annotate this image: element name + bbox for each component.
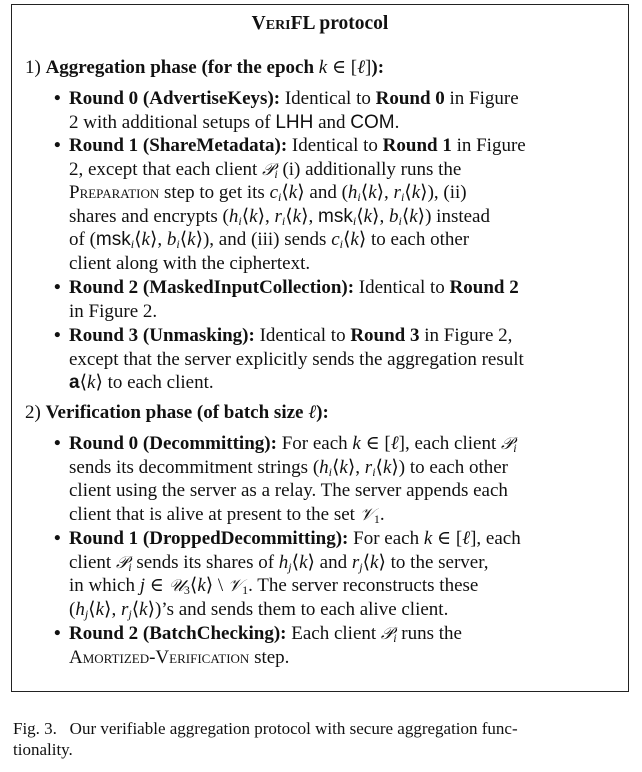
bullet-icon: • bbox=[54, 88, 61, 109]
protocol-title: VeriFL protocol bbox=[251, 13, 389, 34]
list-item: • Round 1 (ShareMetadata): Identical to … bbox=[54, 135, 526, 274]
bullet-icon: • bbox=[54, 277, 61, 298]
bullet-icon: • bbox=[54, 623, 61, 644]
bullet-icon: • bbox=[54, 433, 61, 454]
bullet-icon: • bbox=[54, 528, 61, 549]
list-item: • Round 2 (MaskedInputCollection): Ident… bbox=[54, 277, 519, 322]
protocol-box: VeriFL protocol 1) Aggregation phase (fo… bbox=[11, 4, 629, 692]
figure-caption: Fig. 3. Our verifiable aggregation proto… bbox=[13, 719, 518, 759]
phase-2-heading: 2) Verification phase (of batch size ℓ): bbox=[25, 402, 329, 423]
list-item: • Round 1 (DroppedDecommitting): For eac… bbox=[54, 528, 521, 621]
bullet-icon: • bbox=[54, 325, 61, 346]
bullet-icon: • bbox=[54, 135, 61, 156]
list-item: • Round 0 (Decommitting): For each k ∈ [… bbox=[54, 433, 517, 526]
list-item: • Round 2 (BatchChecking): Each client 𝒫… bbox=[54, 623, 462, 668]
phase-1-heading: 1) Aggregation phase (for the epoch k ∈ … bbox=[25, 57, 385, 78]
list-item: • Round 0 (AdvertiseKeys): Identical to … bbox=[54, 88, 519, 133]
list-item: • Round 3 (Unmasking): Identical to Roun… bbox=[54, 325, 524, 393]
